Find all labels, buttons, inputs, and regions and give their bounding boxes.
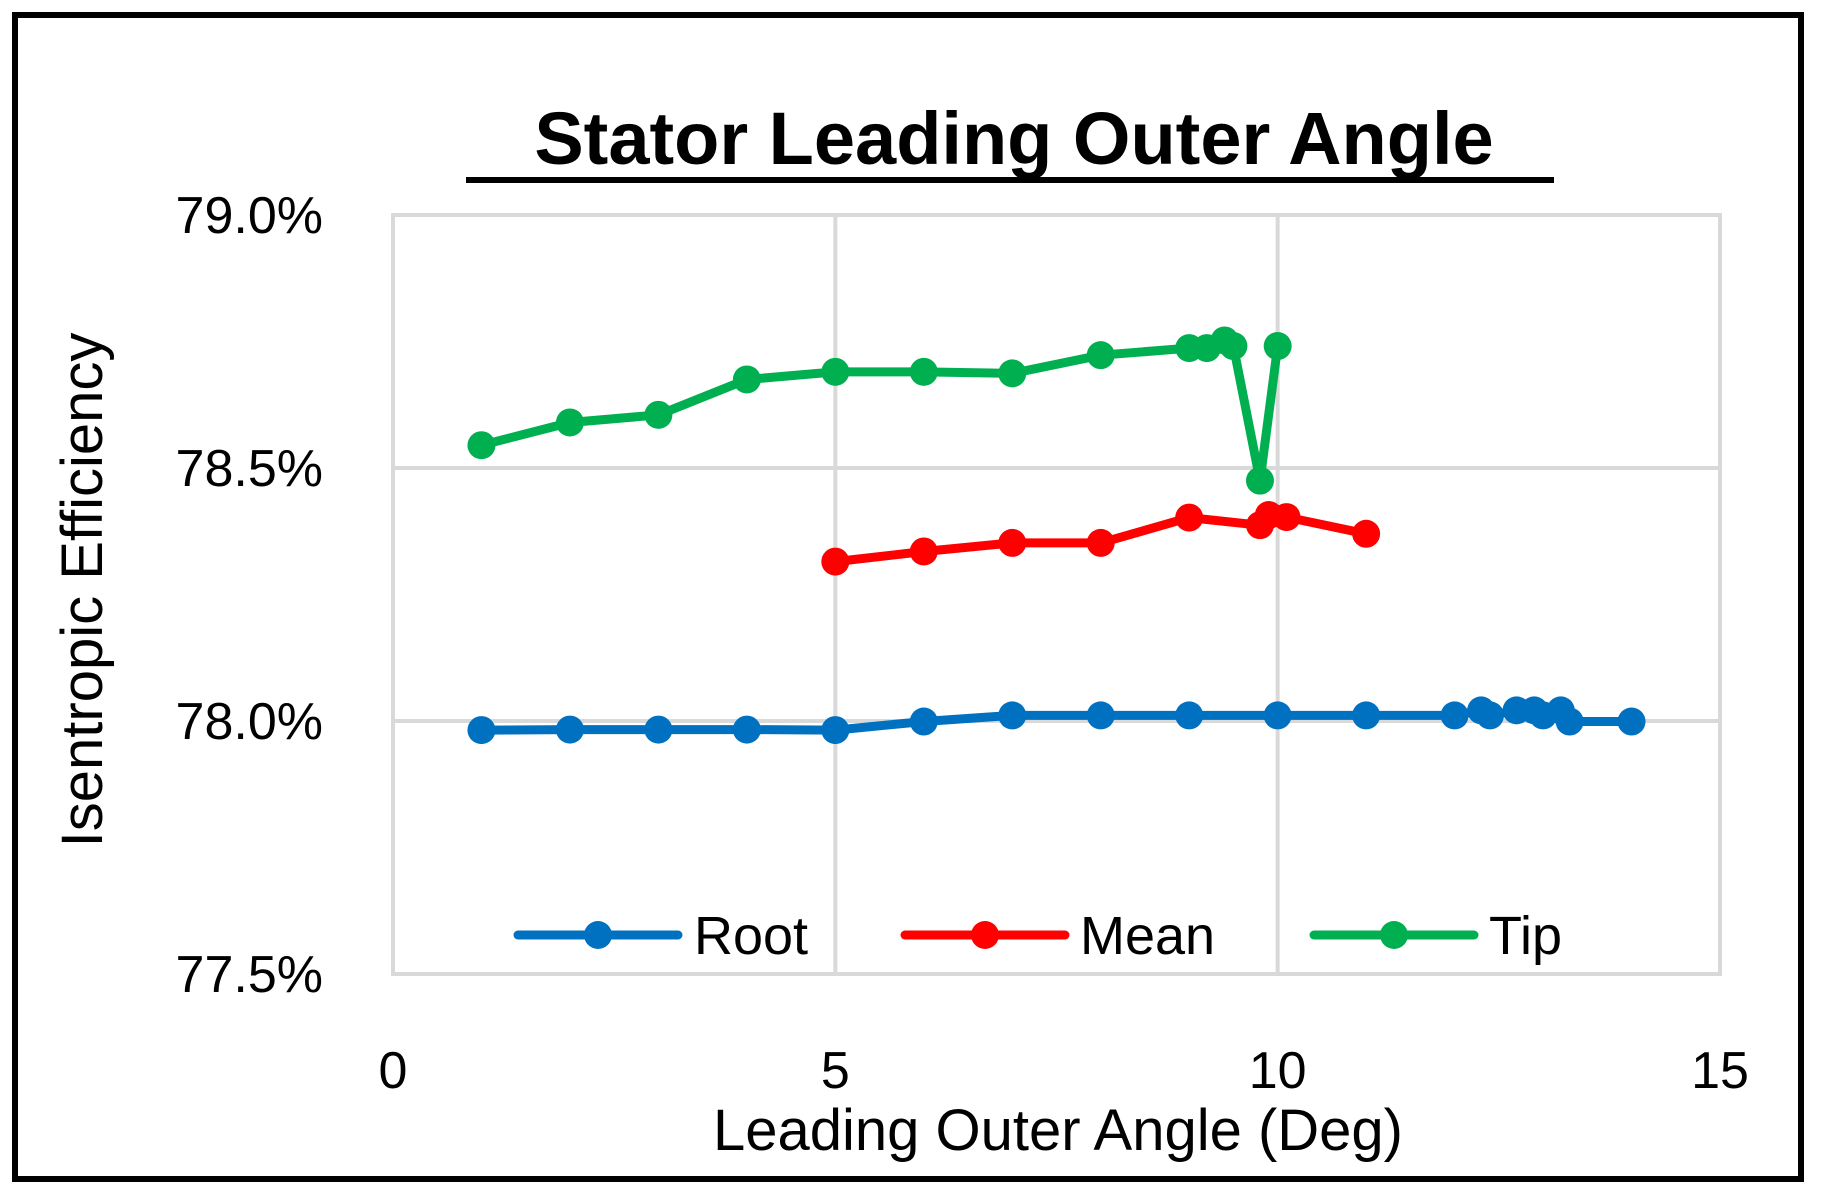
legend-label-root: Root <box>694 906 808 966</box>
data-point-tip <box>732 365 761 394</box>
legend-item-tip: Tip <box>1309 906 1562 966</box>
data-point-mean <box>1352 519 1381 548</box>
data-point-mean <box>1175 503 1204 532</box>
data-point-tip <box>1086 341 1115 370</box>
data-point-mean <box>821 547 850 576</box>
data-point-tip <box>821 357 850 386</box>
data-point-root <box>1617 707 1646 736</box>
data-point-root <box>998 701 1027 730</box>
y-axis-label: Isentropic Efficiency <box>50 333 115 848</box>
data-point-root <box>644 715 673 744</box>
x-tick-label: 5 <box>821 1042 850 1100</box>
data-point-tip <box>467 431 496 460</box>
x-tick-label: 0 <box>379 1042 408 1100</box>
series-root <box>467 696 1646 745</box>
legend-label-tip: Tip <box>1489 906 1562 966</box>
y-tick-label: 77.5% <box>176 946 323 1004</box>
data-point-mean <box>1086 528 1115 557</box>
y-tick-label: 78.0% <box>176 693 323 751</box>
data-point-mean <box>909 537 938 566</box>
data-point-tip <box>555 408 584 437</box>
data-point-root <box>1263 701 1292 730</box>
data-point-tip <box>1245 466 1274 495</box>
legend-marker-tip <box>1380 921 1408 949</box>
data-point-root <box>555 715 584 744</box>
data-point-tip <box>1219 332 1248 361</box>
legend-item-root: Root <box>513 906 808 966</box>
data-point-tip <box>909 357 938 386</box>
chart-title: Stator Leading Outer Angle <box>534 97 1493 180</box>
grid-lines <box>393 215 1720 974</box>
data-point-root <box>1475 701 1504 730</box>
data-point-tip <box>998 359 1027 388</box>
data-point-root <box>467 716 496 745</box>
data-point-tip <box>644 400 673 429</box>
series-tip <box>467 326 1292 495</box>
data-point-root <box>732 715 761 744</box>
y-tick-label: 78.5% <box>176 440 323 498</box>
data-point-root <box>1175 701 1204 730</box>
x-tick-label: 15 <box>1691 1042 1749 1100</box>
legend-label-mean: Mean <box>1080 906 1215 966</box>
series-line-tip <box>477 336 1283 486</box>
plot-area <box>391 213 1722 976</box>
data-point-root <box>1086 701 1115 730</box>
y-axis-ticks: 77.5% 78.0% 78.5% 79.0% <box>176 187 323 1004</box>
series-mean <box>821 501 1381 576</box>
data-point-root <box>821 716 850 745</box>
x-axis-label: Leading Outer Angle (Deg) <box>713 1098 1403 1163</box>
x-axis-ticks: 0 5 10 15 <box>379 1042 1749 1100</box>
legend-marker-root <box>584 921 612 949</box>
data-point-root <box>1352 701 1381 730</box>
legend-marker-mean <box>971 921 999 949</box>
data-point-root <box>909 707 938 736</box>
chart-frame <box>12 12 1804 1182</box>
data-point-tip <box>1263 332 1292 361</box>
y-tick-label: 79.0% <box>176 187 323 245</box>
x-tick-label: 10 <box>1249 1042 1307 1100</box>
legend-item-mean: Mean <box>900 906 1215 966</box>
data-point-mean <box>998 528 1027 557</box>
data-point-root <box>1555 707 1584 736</box>
series-layer <box>467 326 1646 745</box>
data-point-root <box>1440 701 1469 730</box>
data-point-mean <box>1272 503 1301 532</box>
legend: Root Mean Tip <box>513 906 1562 966</box>
